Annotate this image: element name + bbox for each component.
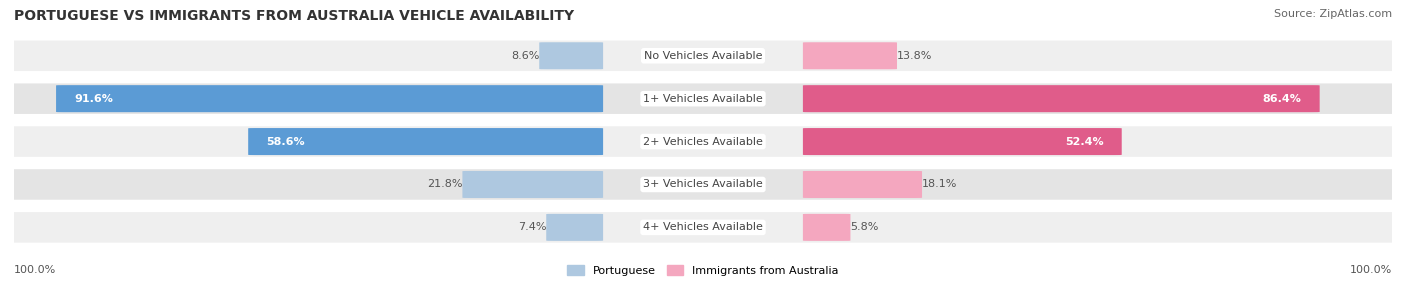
Text: 4+ Vehicles Available: 4+ Vehicles Available <box>643 223 763 232</box>
FancyBboxPatch shape <box>803 171 922 198</box>
Text: No Vehicles Available: No Vehicles Available <box>644 51 762 61</box>
FancyBboxPatch shape <box>56 85 603 112</box>
Text: Source: ZipAtlas.com: Source: ZipAtlas.com <box>1274 9 1392 19</box>
FancyBboxPatch shape <box>463 171 603 198</box>
Text: 100.0%: 100.0% <box>14 265 56 275</box>
FancyBboxPatch shape <box>0 211 1406 244</box>
Text: PORTUGUESE VS IMMIGRANTS FROM AUSTRALIA VEHICLE AVAILABILITY: PORTUGUESE VS IMMIGRANTS FROM AUSTRALIA … <box>14 9 574 23</box>
FancyBboxPatch shape <box>803 214 851 241</box>
Text: 3+ Vehicles Available: 3+ Vehicles Available <box>643 180 763 189</box>
Text: 1+ Vehicles Available: 1+ Vehicles Available <box>643 94 763 104</box>
Text: 21.8%: 21.8% <box>427 180 463 189</box>
FancyBboxPatch shape <box>547 214 603 241</box>
Text: 100.0%: 100.0% <box>1350 265 1392 275</box>
FancyBboxPatch shape <box>0 125 1406 158</box>
FancyBboxPatch shape <box>803 42 897 69</box>
Text: 52.4%: 52.4% <box>1066 137 1104 146</box>
Text: 86.4%: 86.4% <box>1263 94 1302 104</box>
FancyBboxPatch shape <box>803 85 1320 112</box>
FancyBboxPatch shape <box>249 128 603 155</box>
Text: 91.6%: 91.6% <box>75 94 112 104</box>
Text: 13.8%: 13.8% <box>897 51 932 61</box>
Text: 18.1%: 18.1% <box>922 180 957 189</box>
Text: 7.4%: 7.4% <box>517 223 547 232</box>
FancyBboxPatch shape <box>803 128 1122 155</box>
FancyBboxPatch shape <box>0 168 1406 201</box>
FancyBboxPatch shape <box>540 42 603 69</box>
FancyBboxPatch shape <box>0 82 1406 115</box>
Text: 5.8%: 5.8% <box>851 223 879 232</box>
Legend: Portuguese, Immigrants from Australia: Portuguese, Immigrants from Australia <box>562 261 844 281</box>
Text: 2+ Vehicles Available: 2+ Vehicles Available <box>643 137 763 146</box>
Text: 58.6%: 58.6% <box>266 137 305 146</box>
FancyBboxPatch shape <box>0 39 1406 72</box>
Text: 8.6%: 8.6% <box>510 51 540 61</box>
